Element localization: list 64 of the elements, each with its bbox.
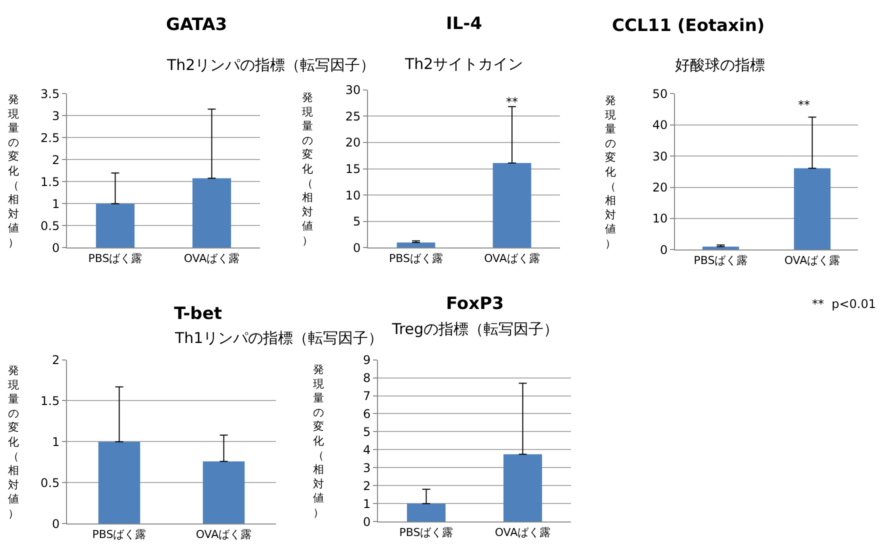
y-tick-label: 1 [362,496,371,511]
y-tick-label: 0 [352,240,361,255]
x-tick-label: PBSばく露 [88,252,142,265]
x-tick-label: PBSばく露 [389,252,443,265]
chart-title: GATA3 [166,15,228,35]
chart-subtitle: 好酸球の指標 [675,56,765,74]
y-tick-label: 3 [52,108,60,123]
chart-subtitle: Th2サイトカイン [404,55,524,73]
y-tick-label: 3.5 [40,86,60,101]
y-tick-label: 30 [345,83,361,98]
y-tick-label: 15 [345,162,361,176]
y-tick-label: 20 [345,136,361,150]
x-tick-label: OVAばく露 [196,528,252,541]
y-tick-label: 10 [652,212,668,226]
text: 発現量の変化（相対値） [313,363,324,519]
y-tick-label: 25 [345,109,361,124]
annotation: ** [506,95,518,109]
y-tick-label: 2.5 [40,130,60,145]
y-tick-label: 30 [652,149,668,164]
y-tick-label: 0 [362,514,371,529]
y-tick-label: 0 [52,240,60,255]
chart-subtitle: Tregの指標（転写因子） [391,320,559,338]
y-tick-label: 1.5 [40,394,60,408]
x-tick-label: PBSばく露 [92,528,146,541]
x-tick-label: OVAばく露 [484,252,540,265]
text: 発現量の変化（相対値） [8,93,19,249]
y-tick-label: 0.5 [40,218,60,233]
y-tick-label: 2 [52,152,60,167]
y-tick-label: 50 [652,86,668,101]
y-tick-label: 20 [652,180,668,195]
chart-title: IL-4 [446,14,482,34]
x-tick-label: OVAばく露 [184,252,240,265]
chart-subtitle: Th1リンパの指標（転写因子） [174,329,384,347]
text: ** p<0.01 [812,297,876,311]
x-tick-label: OVAばく露 [784,254,840,267]
y-tick-label: 2 [52,353,60,368]
y-tick-label: 5 [362,424,371,439]
y-tick-label: 2 [362,478,371,493]
x-tick-label: PBSばく露 [694,254,748,267]
y-tick-label: 0.5 [40,476,60,490]
y-tick-label: 6 [362,406,371,421]
chart-title: CCL11 (Eotaxin) [612,16,765,36]
y-tick-label: 5 [352,214,361,229]
x-tick-label: PBSばく露 [399,526,454,539]
y-tick-label: 3 [362,460,371,475]
annotation: ** [798,98,810,112]
text: 発現量の変化（相対値） [302,91,313,247]
y-tick-label: 0 [660,242,668,257]
y-tick-label: 1.5 [40,174,60,189]
chart-title: FoxP3 [446,294,504,314]
y-tick-label: 1 [52,196,60,211]
y-tick-label: 8 [362,371,371,385]
y-tick-label: 40 [652,118,668,132]
y-tick-label: 10 [345,188,361,202]
y-tick-label: 1 [52,434,60,449]
y-tick-label: 4 [362,442,371,457]
y-tick-label: 9 [362,353,371,368]
text: 発現量の変化（相対値） [8,364,19,520]
y-tick-label: 7 [362,388,371,403]
chart-title: T-bet [174,304,222,324]
text: 発現量の変化（相対値） [605,94,616,250]
x-tick-label: OVAばく露 [494,526,551,539]
chart-subtitle: Th2リンパの指標（転写因子） [166,56,376,74]
y-tick-label: 0 [52,516,60,531]
